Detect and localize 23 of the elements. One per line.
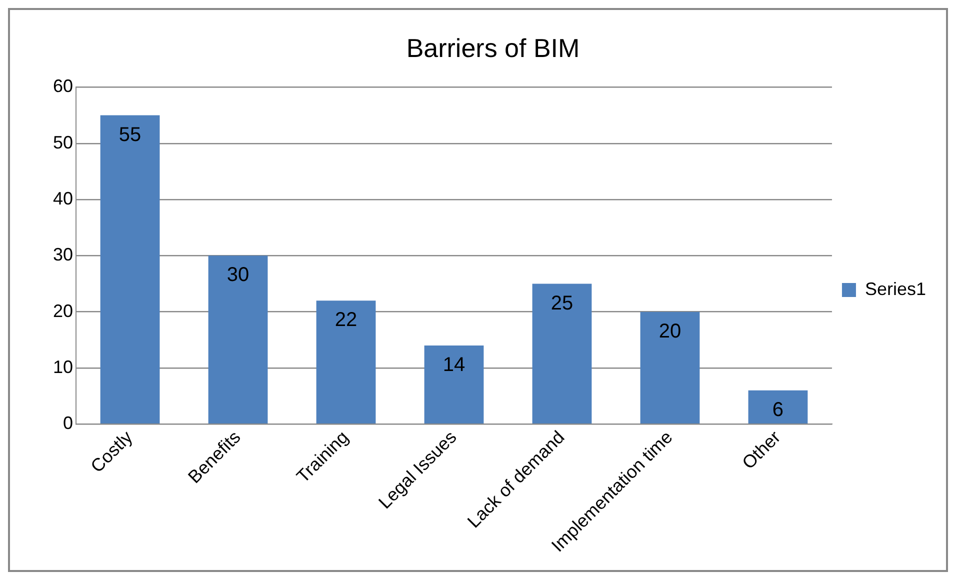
bar xyxy=(532,284,592,424)
chart-title: Barriers of BIM xyxy=(406,32,580,63)
y-tick-label: 30 xyxy=(52,244,74,265)
y-tick-label: 10 xyxy=(52,356,74,377)
bar xyxy=(748,390,808,424)
data-label: 14 xyxy=(442,354,466,376)
data-label: 25 xyxy=(550,292,574,314)
bar xyxy=(424,346,484,424)
y-tick-label: 0 xyxy=(63,413,74,434)
y-tick-label: 40 xyxy=(52,188,74,208)
data-label: 6 xyxy=(772,398,784,421)
bar xyxy=(208,256,268,424)
bar xyxy=(640,312,700,424)
y-tick-label: 60 xyxy=(52,76,74,96)
bar xyxy=(316,300,376,424)
data-label: 20 xyxy=(658,320,682,342)
data-label: 55 xyxy=(118,124,142,146)
data-label: 30 xyxy=(226,264,250,286)
bar xyxy=(100,115,160,424)
data-label: 22 xyxy=(334,309,358,332)
y-tick-label: 20 xyxy=(52,300,74,321)
legend-label: Series1 xyxy=(864,278,926,299)
y-tick-label: 50 xyxy=(52,132,74,152)
